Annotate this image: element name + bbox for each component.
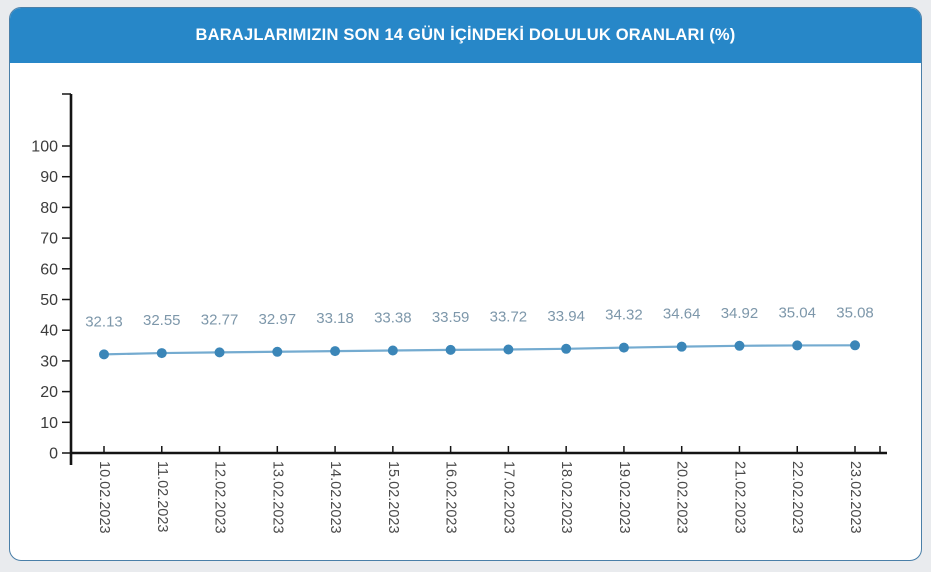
data-point-label: 32.97 bbox=[259, 311, 297, 328]
line-chart: 0 10 20 30 40 50 60 70 80 90 100 10.02.2023 11.02.20… bbox=[10, 63, 921, 560]
data-point[interactable] bbox=[272, 346, 283, 357]
data-point[interactable] bbox=[99, 349, 109, 360]
data-point-label: 32.77 bbox=[201, 311, 239, 328]
data-point-label: 34.92 bbox=[721, 305, 759, 322]
y-axis-tick-label: 30 bbox=[40, 353, 58, 370]
x-axis-date-label: 12.02.2023 bbox=[212, 461, 228, 534]
x-axis-date-label: 21.02.2023 bbox=[731, 461, 747, 534]
data-point-label: 33.18 bbox=[316, 310, 354, 327]
card-header: BARAJLARIMIZIN SON 14 GÜN İÇİNDEKİ DOLUL… bbox=[10, 8, 921, 63]
x-axis-date-label: 14.02.2023 bbox=[327, 461, 343, 534]
data-point[interactable] bbox=[618, 342, 629, 353]
y-axis-tick-label: 20 bbox=[40, 384, 58, 401]
y-axis-tick-label: 50 bbox=[40, 292, 58, 309]
data-point-label: 32.13 bbox=[85, 313, 123, 330]
x-axis-date-label: 10.02.2023 bbox=[96, 461, 112, 534]
y-axis-tick-label: 80 bbox=[40, 200, 58, 217]
x-axis-date-label: 19.02.2023 bbox=[616, 461, 632, 534]
data-point[interactable] bbox=[561, 343, 572, 354]
y-axis-tick-label: 100 bbox=[31, 139, 58, 156]
data-point-label: 33.38 bbox=[374, 310, 412, 327]
x-axis-date-label: 11.02.2023 bbox=[154, 461, 170, 533]
x-axis-date-label: 23.02.2023 bbox=[847, 461, 863, 534]
data-point[interactable] bbox=[850, 340, 861, 351]
y-axis-tick-label: 60 bbox=[40, 261, 58, 278]
data-point[interactable] bbox=[503, 344, 514, 355]
data-point-label: 33.94 bbox=[547, 308, 585, 325]
x-axis-date-label: 18.02.2023 bbox=[558, 461, 574, 534]
x-axis-date-label: 20.02.2023 bbox=[674, 461, 690, 534]
data-point-label: 35.08 bbox=[836, 304, 874, 321]
y-axis-tick-label: 10 bbox=[40, 415, 58, 432]
data-point[interactable] bbox=[792, 340, 803, 351]
x-axis-date-label: 16.02.2023 bbox=[443, 461, 459, 534]
x-axis-date-label: 22.02.2023 bbox=[789, 461, 805, 534]
data-point-label: 33.59 bbox=[432, 309, 470, 326]
y-axis-tick-label: 90 bbox=[40, 169, 58, 186]
data-point-label: 32.55 bbox=[143, 312, 181, 329]
data-point[interactable] bbox=[214, 347, 225, 358]
data-point[interactable] bbox=[734, 340, 745, 351]
data-point-label: 34.32 bbox=[605, 307, 643, 324]
data-point[interactable] bbox=[330, 346, 341, 357]
y-axis-tick-label: 40 bbox=[40, 323, 58, 340]
data-point[interactable] bbox=[676, 341, 687, 352]
chart-title: BARAJLARIMIZIN SON 14 GÜN İÇİNDEKİ DOLUL… bbox=[195, 26, 736, 44]
x-axis-date-label: 17.02.2023 bbox=[500, 461, 516, 534]
series-line bbox=[103, 344, 856, 356]
y-axis-tick-label: 70 bbox=[40, 231, 58, 248]
dam-fill-rate-card: BARAJLARIMIZIN SON 14 GÜN İÇİNDEKİ DOLUL… bbox=[9, 7, 922, 561]
data-point[interactable] bbox=[156, 348, 167, 359]
data-point[interactable] bbox=[387, 345, 398, 356]
x-axis-date-label: 15.02.2023 bbox=[385, 461, 401, 534]
line-chart-canvas: 0 10 20 30 40 50 60 70 80 90 100 10.02.2023 11.02.20… bbox=[31, 93, 887, 534]
y-axis-tick-label: 0 bbox=[49, 446, 58, 463]
data-point-label: 33.72 bbox=[490, 308, 528, 325]
data-point[interactable] bbox=[445, 344, 456, 355]
data-point-label: 35.04 bbox=[778, 304, 816, 321]
x-axis-date-label: 13.02.2023 bbox=[269, 461, 285, 534]
data-point-label: 34.64 bbox=[663, 306, 701, 323]
